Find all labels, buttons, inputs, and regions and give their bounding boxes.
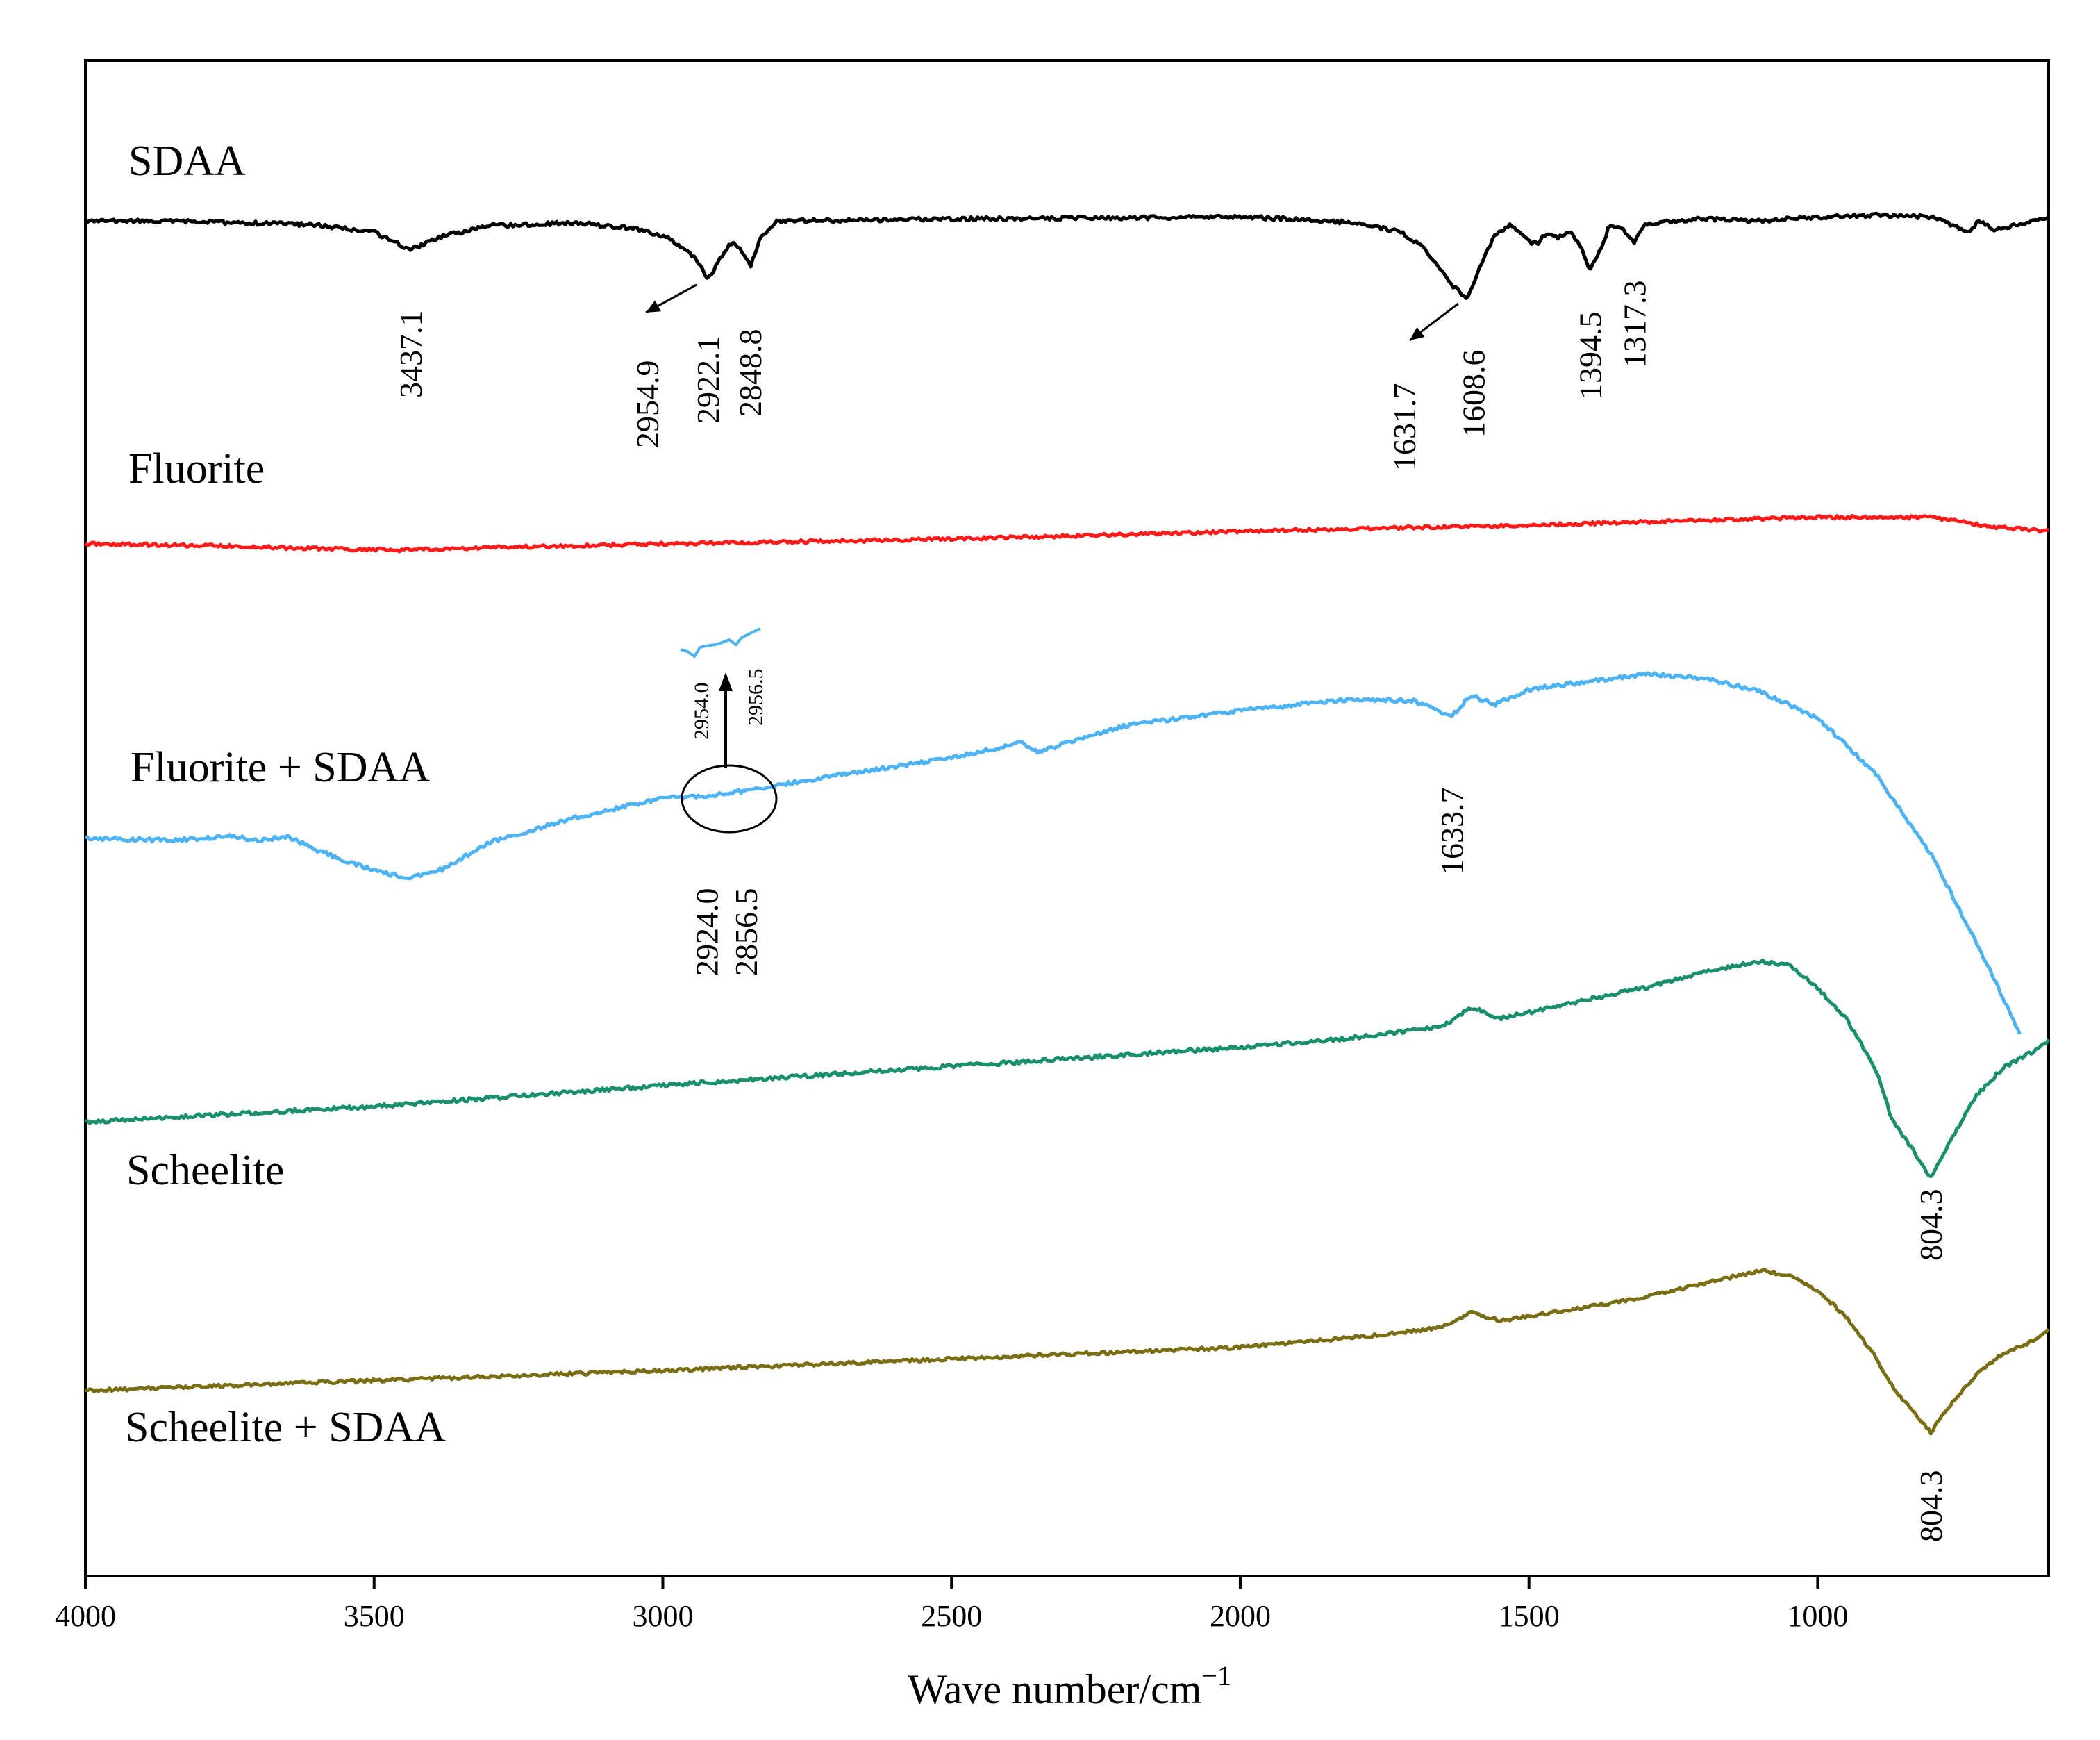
inset-label: 2956.5 (744, 669, 767, 727)
peak-label: 2922.1 (690, 336, 726, 424)
x-tick-label-2000: 2000 (1210, 1599, 1271, 1633)
peak-label: 2856.5 (728, 888, 764, 977)
peak-label: 804.3 (1913, 1470, 1949, 1543)
series-group (84, 211, 2051, 1436)
series-label: Fluorite + SDAA (131, 744, 430, 791)
series-line-scheelite (85, 958, 2051, 1179)
x-axis-title-superscript: −1 (1201, 1660, 1231, 1691)
series-line-fluorite (84, 514, 2049, 554)
peak-label: 2954.9 (630, 361, 665, 449)
inset-zoom: 2954.0 2956.5 (680, 627, 778, 834)
series-label: SDAA (128, 138, 246, 185)
series-line-sdaa (84, 211, 2050, 300)
x-axis-title: Wave number/cm−1 (908, 1660, 1231, 1712)
peak-label: 1631.7 (1387, 383, 1422, 472)
series-labels: SDAA Fluorite Fluorite + SDAA Scheelite Sche… (125, 138, 446, 1451)
plot-frame (84, 59, 2050, 1577)
x-axis-title-text: Wave number/cm (908, 1666, 1201, 1712)
peak-annotations: 3437.1 2954.9 2922.1 2848.8 1631.7 1608.6 1394… (393, 281, 1949, 1543)
peak-label: 804.3 (1913, 1189, 1949, 1261)
inset-circle (681, 764, 778, 834)
x-axis: 4000 3500 3000 2500 2000 1500 1000 (55, 1576, 1848, 1633)
x-tick-label-1000: 1000 (1787, 1599, 1848, 1633)
inset-arrow-head (719, 672, 733, 691)
peak-label: 1633.7 (1435, 788, 1470, 876)
inset-zoom-trace (680, 627, 761, 658)
peak-arrow-head (646, 300, 661, 313)
series-label: Fluorite (128, 445, 265, 492)
x-tick-label-1500: 1500 (1499, 1599, 1560, 1633)
peak-label: 1317.3 (1617, 281, 1653, 369)
x-tick-label-2500: 2500 (921, 1599, 982, 1633)
x-tick-label-4000: 4000 (55, 1599, 116, 1633)
peak-label: 2924.0 (690, 888, 725, 977)
peak-label: 1394.5 (1572, 312, 1608, 400)
series-label: Scheelite (126, 1147, 284, 1194)
x-tick-label-3000: 3000 (632, 1599, 693, 1633)
inset-label: 2954.0 (690, 683, 713, 740)
x-tick-label-3500: 3500 (344, 1599, 405, 1633)
peak-arrow-head (1410, 326, 1425, 340)
series-line-fluorite-sdaa (85, 671, 2022, 1035)
peak-label: 1608.6 (1456, 350, 1491, 438)
peak-label: 3437.1 (393, 310, 428, 399)
peak-label: 2848.8 (733, 329, 768, 417)
series-label: Scheelite + SDAA (125, 1404, 446, 1451)
series-line-scheelite-sdaa (85, 1268, 2050, 1436)
